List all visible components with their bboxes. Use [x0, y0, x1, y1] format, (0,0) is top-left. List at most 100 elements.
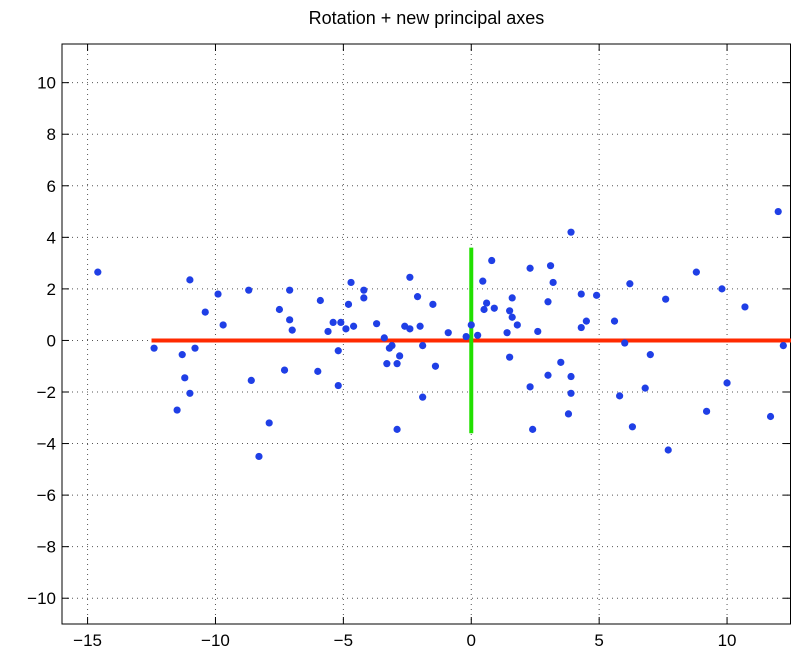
data-point: [506, 353, 514, 361]
data-point: [393, 425, 401, 433]
data-point: [577, 290, 585, 298]
data-point: [286, 286, 294, 294]
data-point: [610, 317, 619, 325]
data-point: [557, 358, 565, 366]
x-tick-label: −15: [73, 631, 102, 650]
data-point: [718, 285, 726, 293]
data-point: [186, 389, 194, 397]
data-point: [490, 304, 498, 312]
data-point: [431, 362, 440, 370]
data-point: [513, 321, 521, 329]
data-point: [350, 322, 358, 330]
data-point: [429, 300, 437, 308]
data-point: [616, 392, 624, 400]
data-point: [544, 298, 552, 306]
tick-labels: −15 −10 −5 0 5 10 −10 −8 −6 −4 −2 0 2 4 6 8 10: [27, 74, 736, 650]
y-tick-label: 0: [47, 331, 56, 350]
data-point: [567, 228, 575, 236]
data-point: [474, 331, 482, 339]
data-point: [388, 342, 396, 350]
data-point: [150, 344, 158, 352]
data-point: [181, 374, 189, 382]
data-point: [373, 320, 381, 328]
data-point: [621, 339, 629, 347]
data-point: [191, 344, 199, 352]
data-point: [329, 318, 337, 326]
y-tick-label: 2: [47, 280, 56, 299]
data-point: [94, 268, 102, 276]
data-point: [508, 313, 516, 321]
data-point: [342, 325, 350, 333]
data-point: [692, 268, 700, 276]
y-tick-label: 6: [47, 177, 56, 196]
y-tick-label: −10: [27, 589, 56, 608]
grid-lines: [62, 44, 791, 624]
data-point: [214, 290, 222, 298]
data-point: [344, 300, 353, 308]
y-tick-label: −8: [37, 538, 56, 557]
data-point: [396, 352, 404, 360]
data-point: [383, 360, 391, 368]
data-point: [324, 327, 332, 336]
data-point: [178, 351, 186, 359]
principal-axes: [151, 247, 791, 434]
tick-marks: [62, 44, 790, 624]
data-point: [662, 295, 670, 303]
data-point: [577, 323, 585, 332]
x-tick-label: 10: [718, 631, 737, 650]
data-point: [723, 379, 731, 387]
x-tick-label: −5: [334, 631, 353, 650]
data-point: [288, 326, 296, 334]
data-point: [219, 321, 227, 329]
chart-title: Rotation + new principal axes: [308, 8, 545, 28]
data-point: [413, 293, 422, 301]
data-point: [380, 334, 388, 342]
data-point: [393, 360, 401, 368]
data-point: [337, 318, 345, 326]
data-point: [247, 376, 255, 384]
y-tick-label: −4: [37, 435, 56, 454]
plot-area-border: [61, 43, 791, 625]
x-tick-label: 0: [467, 631, 476, 650]
data-point: [564, 410, 573, 418]
data-point: [582, 317, 590, 325]
data-point: [280, 366, 289, 374]
data-point: [316, 296, 324, 305]
data-point: [779, 342, 787, 350]
x-tick-label: −10: [201, 631, 230, 650]
data-point: [503, 329, 511, 337]
data-point: [265, 419, 273, 427]
data-point: [419, 393, 427, 401]
data-point: [314, 367, 322, 375]
data-point: [360, 286, 368, 294]
data-point: [444, 329, 452, 337]
data-point: [641, 384, 649, 392]
data-point: [419, 342, 427, 350]
data-point: [173, 406, 181, 414]
data-point: [416, 322, 424, 330]
data-point: [546, 262, 555, 270]
data-point: [201, 308, 209, 316]
data-point: [646, 351, 654, 359]
data-point: [479, 277, 487, 285]
data-point: [702, 407, 711, 415]
axes-frame: [61, 43, 791, 625]
data-point: [508, 294, 516, 302]
data-point: [334, 347, 342, 355]
data-point: [567, 372, 575, 381]
data-point: [529, 425, 537, 433]
data-point: [488, 256, 496, 265]
data-point: [275, 305, 284, 314]
data-point: [480, 305, 488, 314]
data-point: [462, 332, 470, 341]
data-point: [664, 446, 672, 454]
data-point: [766, 412, 775, 421]
data-point: [774, 207, 782, 216]
data-point: [186, 276, 194, 284]
data-point: [628, 423, 637, 431]
y-tick-label: −6: [37, 486, 56, 505]
data-point: [567, 389, 575, 397]
y-tick-label: −2: [37, 383, 56, 402]
